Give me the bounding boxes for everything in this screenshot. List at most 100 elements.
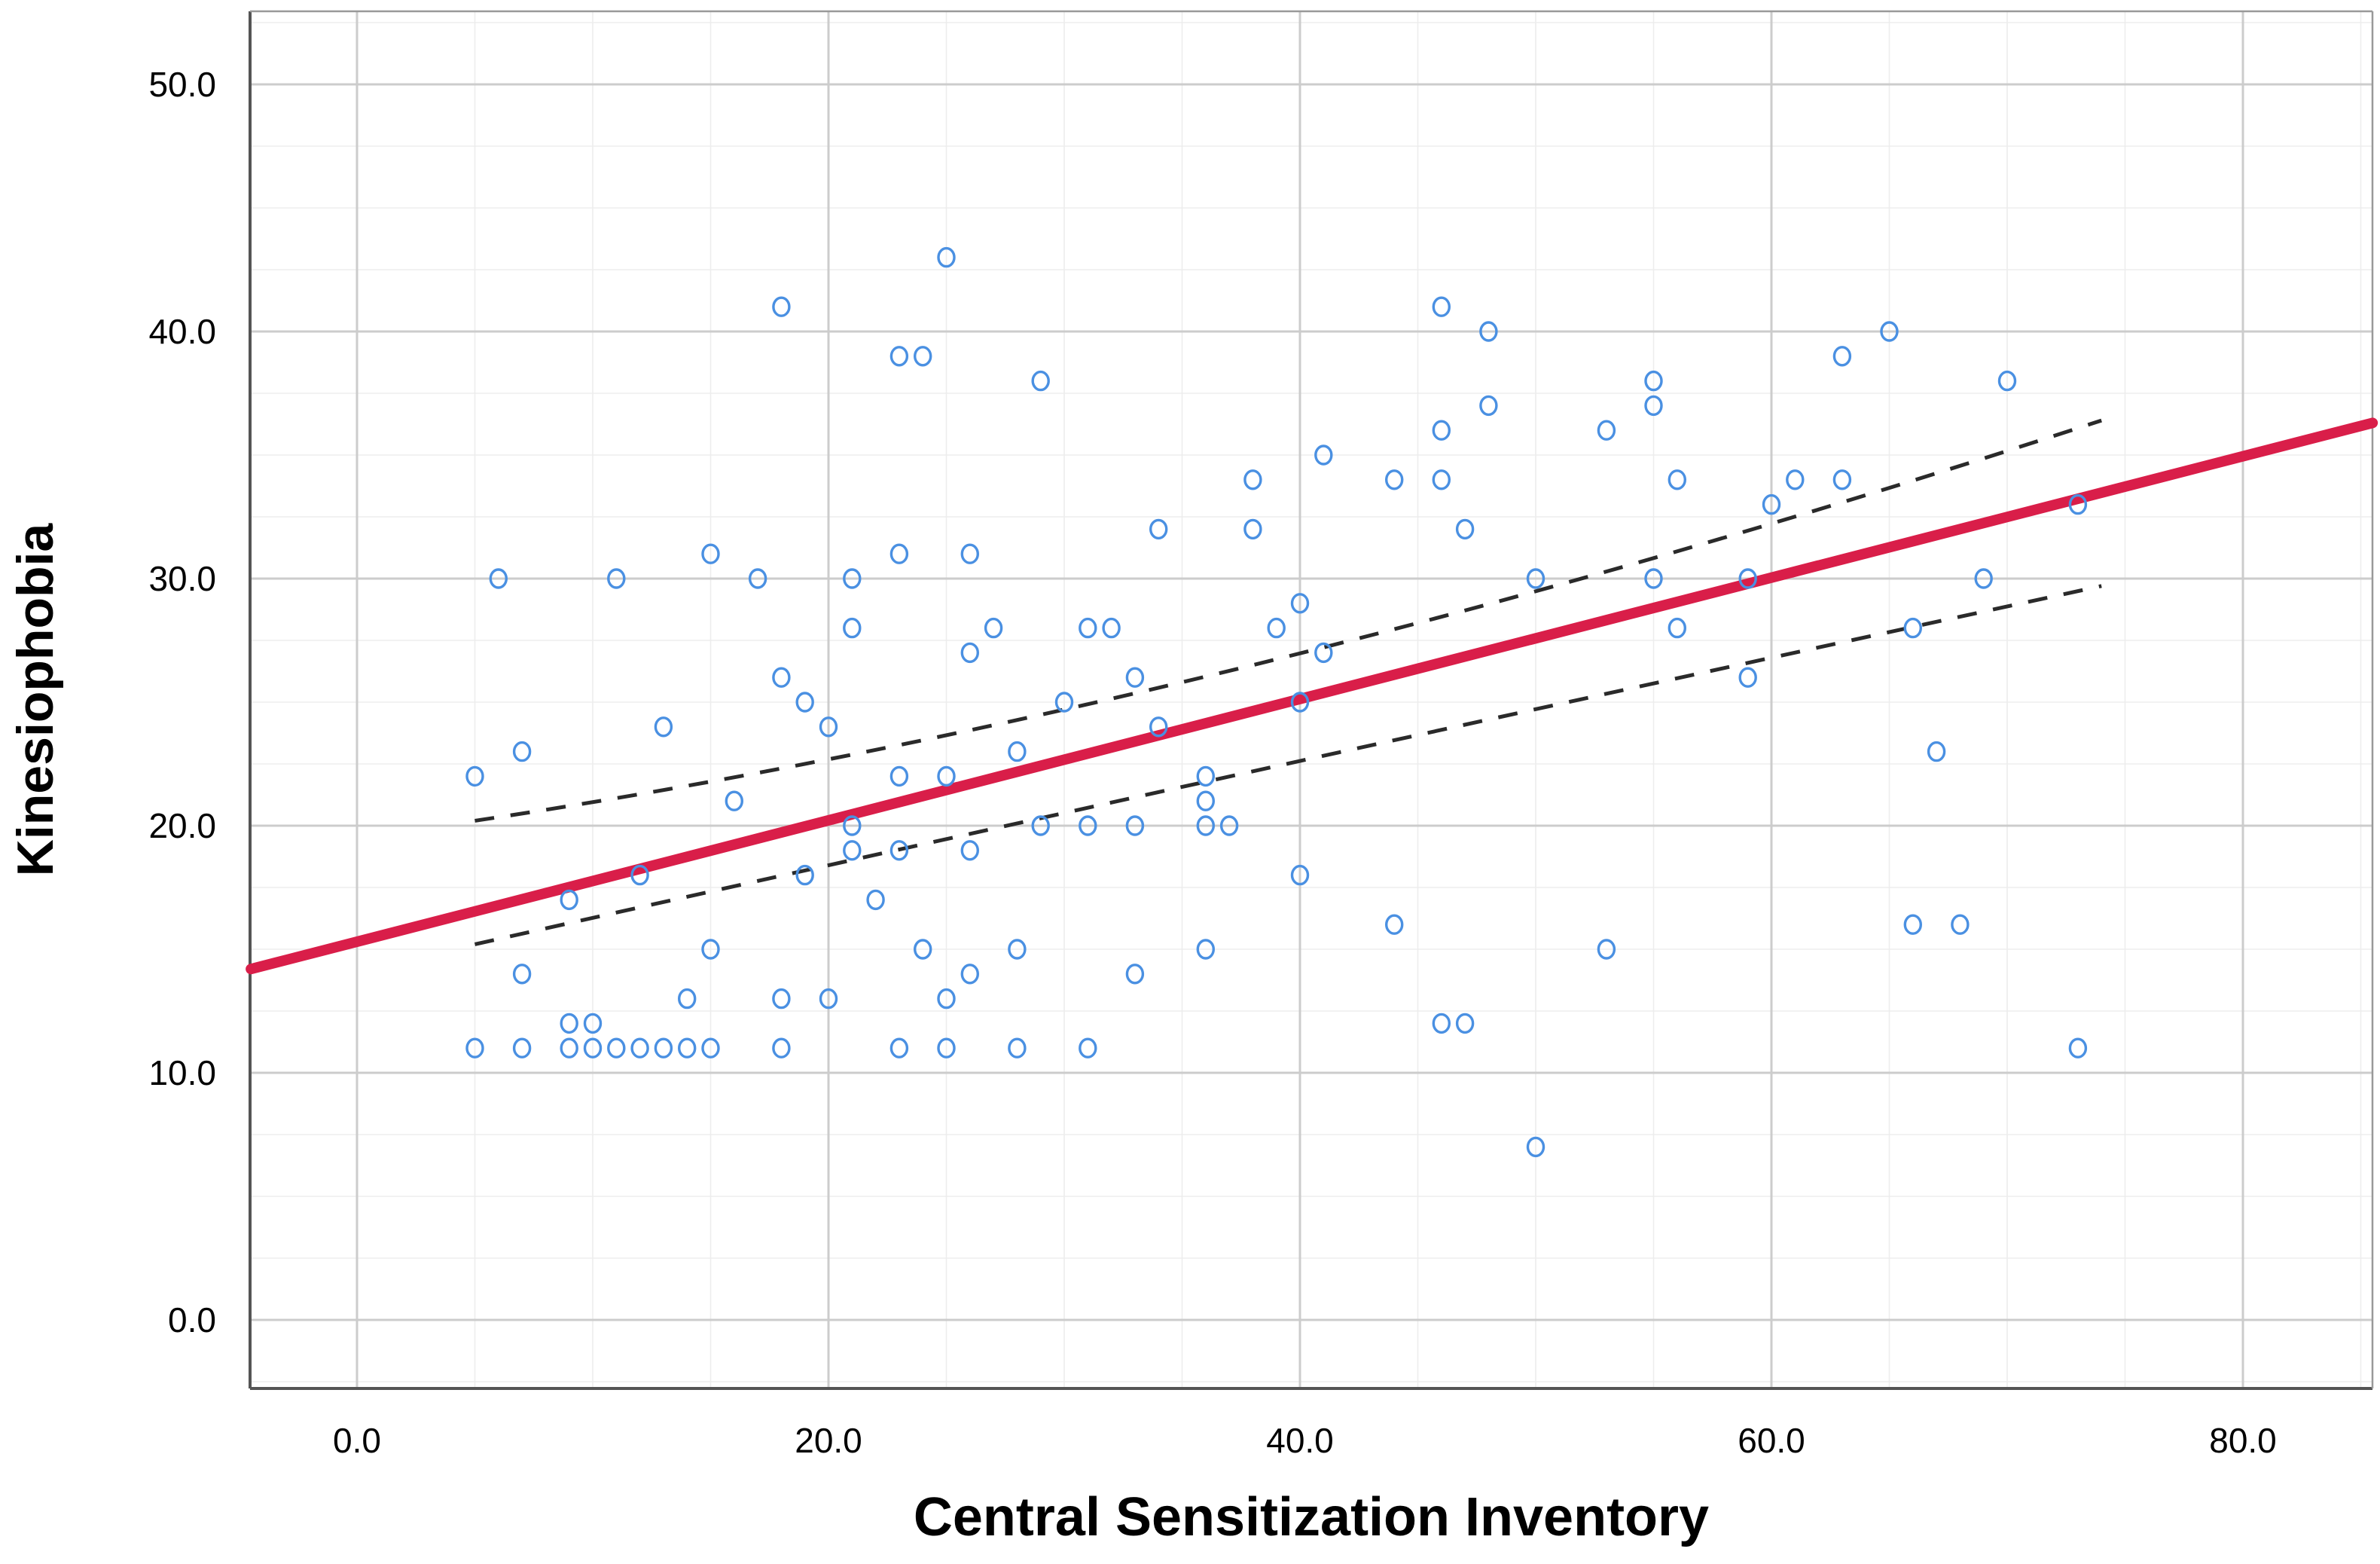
data-point bbox=[1054, 692, 1074, 713]
data-point bbox=[1314, 642, 1333, 664]
data-point bbox=[889, 840, 909, 861]
y-tick-label: 10.0 bbox=[148, 1053, 216, 1092]
data-point bbox=[1974, 568, 1993, 589]
data-point bbox=[1196, 765, 1216, 787]
data-point bbox=[843, 840, 862, 861]
data-point bbox=[1079, 617, 1097, 639]
data-point bbox=[1196, 815, 1216, 836]
data-point bbox=[1079, 815, 1097, 836]
data-point bbox=[889, 1037, 909, 1058]
x-tick-labels: 0.0 20.0 40.0 60.0 80.0 bbox=[333, 1421, 2277, 1460]
data-point bbox=[1644, 568, 1663, 589]
data-point bbox=[1479, 321, 1498, 342]
data-point bbox=[984, 617, 1003, 639]
y-tick-label: 40.0 bbox=[148, 312, 216, 351]
data-point bbox=[630, 864, 649, 886]
data-point bbox=[1597, 939, 1616, 960]
data-point bbox=[772, 296, 791, 317]
data-point bbox=[1997, 370, 2017, 392]
plot-frame bbox=[249, 10, 2374, 1390]
data-point bbox=[583, 1037, 603, 1058]
regression-line-group bbox=[246, 417, 2378, 975]
data-point bbox=[889, 543, 909, 564]
data-point bbox=[843, 617, 862, 639]
data-point bbox=[725, 790, 743, 811]
confidence-interval-lines bbox=[474, 418, 2102, 946]
data-point bbox=[819, 716, 838, 738]
data-point bbox=[819, 988, 838, 1010]
data-point bbox=[654, 716, 673, 738]
x-tick-label: 80.0 bbox=[2209, 1421, 2277, 1460]
data-point bbox=[678, 988, 697, 1010]
data-point bbox=[1290, 593, 1310, 614]
data-point bbox=[795, 692, 814, 713]
data-point bbox=[866, 889, 885, 911]
data-point bbox=[937, 988, 956, 1010]
data-point bbox=[2068, 1037, 2088, 1058]
data-point bbox=[1008, 939, 1027, 960]
scatter-points bbox=[465, 246, 2088, 1158]
data-point bbox=[960, 543, 980, 564]
x-tick-label: 20.0 bbox=[795, 1421, 862, 1460]
data-point bbox=[1384, 469, 1404, 490]
data-point bbox=[560, 889, 578, 911]
data-point bbox=[843, 568, 862, 589]
data-point bbox=[1526, 568, 1545, 589]
y-tick-label: 0.0 bbox=[168, 1300, 216, 1339]
y-tick-label: 30.0 bbox=[148, 559, 216, 598]
y-tick-label: 20.0 bbox=[148, 806, 216, 845]
data-point bbox=[1149, 518, 1168, 540]
data-point bbox=[1762, 493, 1781, 515]
data-point bbox=[1786, 469, 1805, 490]
data-point bbox=[795, 864, 814, 886]
data-point bbox=[1738, 667, 1757, 688]
data-point bbox=[1243, 518, 1262, 540]
data-point bbox=[1479, 395, 1498, 417]
data-point bbox=[1267, 617, 1286, 639]
data-point bbox=[1597, 420, 1616, 441]
data-point bbox=[1125, 964, 1145, 985]
y-tick-labels: 0.0 10.0 20.0 30.0 40.0 50.0 bbox=[148, 65, 216, 1339]
data-point bbox=[701, 939, 720, 960]
data-point bbox=[1290, 864, 1310, 886]
x-axis-title: Central Sensitization Inventory bbox=[914, 1487, 1709, 1547]
data-point bbox=[1455, 518, 1475, 540]
data-point bbox=[843, 815, 862, 836]
data-point bbox=[1432, 296, 1451, 317]
ci-upper-dashed-line bbox=[474, 418, 2102, 823]
data-point bbox=[1031, 815, 1050, 836]
data-point bbox=[937, 1037, 956, 1058]
data-point bbox=[1832, 346, 1852, 367]
data-point bbox=[1079, 1037, 1097, 1058]
data-point bbox=[1243, 469, 1262, 490]
y-tick-label: 50.0 bbox=[148, 65, 216, 104]
data-point bbox=[1031, 370, 1050, 392]
data-point bbox=[465, 765, 484, 787]
data-point bbox=[512, 1037, 532, 1058]
data-point bbox=[889, 346, 909, 367]
data-point bbox=[960, 964, 980, 985]
data-point bbox=[937, 246, 956, 268]
data-point bbox=[701, 1037, 720, 1058]
data-point bbox=[913, 346, 932, 367]
y-axis-title: Kinesiophobia bbox=[7, 523, 64, 877]
data-point bbox=[607, 1037, 626, 1058]
data-point bbox=[1008, 741, 1027, 762]
data-point bbox=[1432, 469, 1451, 490]
data-point bbox=[1927, 741, 1946, 762]
data-point bbox=[1432, 420, 1451, 441]
data-point bbox=[607, 568, 626, 589]
data-point bbox=[1290, 692, 1310, 713]
ci-lower-dashed-line bbox=[474, 584, 2102, 946]
data-point bbox=[772, 667, 791, 688]
data-point bbox=[701, 543, 720, 564]
data-point bbox=[489, 568, 508, 589]
major-gridlines bbox=[250, 11, 2372, 1388]
x-tick-label: 60.0 bbox=[1738, 1421, 1805, 1460]
data-point bbox=[1903, 914, 1923, 935]
data-point bbox=[1832, 469, 1852, 490]
x-tick-label: 40.0 bbox=[1266, 1421, 1334, 1460]
data-point bbox=[654, 1037, 673, 1058]
